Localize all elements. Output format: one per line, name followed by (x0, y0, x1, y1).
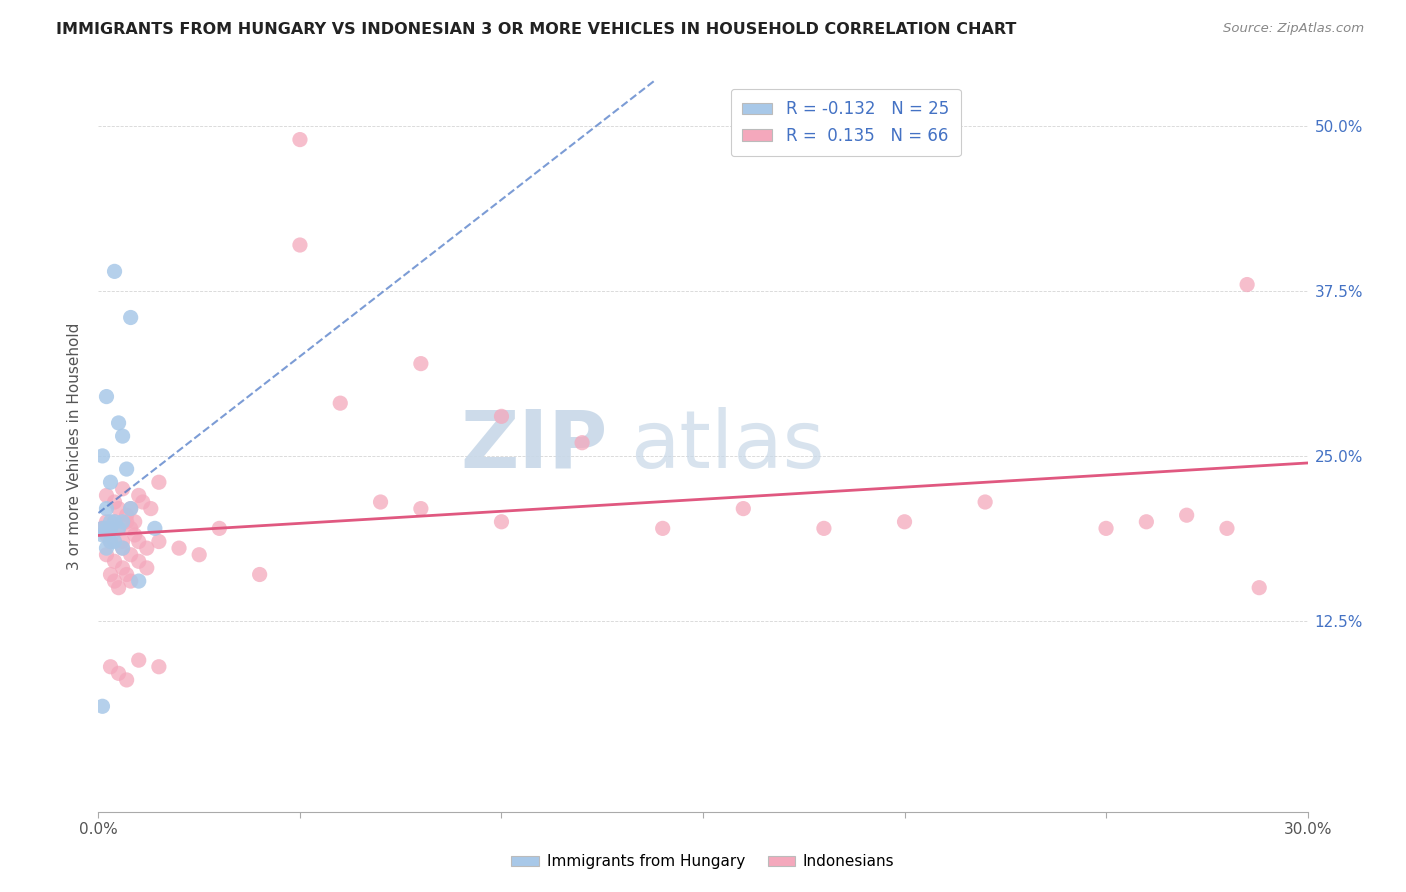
Point (100, 515, 122, 529)
Point (111, 541, 134, 556)
Point (111, 561, 134, 575)
Point (115, 462, 138, 476)
Point (103, 515, 125, 529)
Point (128, 488, 150, 502)
Point (1216, 521, 1239, 535)
Point (100, 521, 122, 535)
Text: ZIP: ZIP (460, 407, 607, 485)
Point (103, 515, 125, 529)
Point (208, 521, 231, 535)
Point (100, 521, 122, 535)
Point (167, 541, 190, 556)
Point (120, 574, 142, 588)
Point (107, 666, 129, 681)
Point (128, 534, 150, 549)
Point (103, 495, 125, 509)
Point (103, 574, 125, 588)
Point (120, 548, 142, 562)
Point (124, 515, 146, 529)
Point (100, 567, 122, 582)
Point (91, 521, 114, 535)
Point (115, 567, 138, 582)
Point (100, 534, 122, 549)
Point (115, 515, 138, 529)
Point (409, 501, 432, 516)
Point (120, 521, 142, 535)
Point (893, 515, 915, 529)
Point (128, 554, 150, 568)
Point (491, 515, 513, 529)
Point (107, 501, 129, 516)
Point (409, 357, 432, 371)
Text: IMMIGRANTS FROM HUNGARY VS INDONESIAN 3 OR MORE VEHICLES IN HOUSEHOLD CORRELATIO: IMMIGRANTS FROM HUNGARY VS INDONESIAN 3 … (56, 22, 1017, 37)
Point (974, 495, 997, 509)
Point (249, 567, 271, 582)
Point (107, 581, 129, 595)
Point (128, 574, 150, 588)
Point (103, 554, 125, 568)
Point (491, 409, 513, 424)
Point (148, 659, 170, 673)
Point (120, 310, 142, 325)
Point (91, 521, 114, 535)
Point (96, 488, 118, 502)
Point (100, 475, 122, 490)
Point (96, 515, 118, 529)
Point (111, 541, 134, 556)
Point (288, 238, 311, 252)
Point (143, 521, 166, 535)
Point (1175, 508, 1198, 523)
Point (91, 699, 114, 714)
Point (148, 534, 170, 549)
Point (111, 515, 134, 529)
Point (100, 659, 122, 673)
Point (96, 390, 118, 404)
Point (91, 449, 114, 463)
Point (651, 521, 673, 535)
Point (124, 528, 146, 542)
Text: atlas: atlas (630, 407, 824, 485)
Point (1249, 581, 1271, 595)
Point (96, 501, 118, 516)
Point (139, 501, 162, 516)
Legend: Immigrants from Hungary, Indonesians: Immigrants from Hungary, Indonesians (505, 848, 901, 875)
Point (571, 435, 593, 450)
Point (115, 673, 138, 687)
Point (128, 653, 150, 667)
Y-axis label: 3 or more Vehicles in Household: 3 or more Vehicles in Household (67, 322, 83, 570)
Point (132, 495, 155, 509)
Point (120, 501, 142, 516)
Point (96, 528, 118, 542)
Point (733, 501, 755, 516)
Point (135, 561, 157, 575)
Point (111, 429, 134, 443)
Point (91, 528, 114, 542)
Point (96, 548, 118, 562)
Point (1135, 515, 1157, 529)
Point (1236, 277, 1258, 292)
Point (100, 534, 122, 549)
Text: Source: ZipAtlas.com: Source: ZipAtlas.com (1223, 22, 1364, 36)
Point (148, 475, 170, 490)
Point (103, 264, 125, 278)
Point (96, 541, 118, 556)
Legend: R = -0.132   N = 25, R =  0.135   N = 66: R = -0.132 N = 25, R = 0.135 N = 66 (731, 88, 960, 156)
Point (96, 521, 118, 535)
Point (1095, 521, 1118, 535)
Point (111, 534, 134, 549)
Point (329, 396, 352, 410)
Point (135, 541, 157, 556)
Point (370, 495, 392, 509)
Point (120, 501, 142, 516)
Point (103, 534, 125, 549)
Point (813, 521, 835, 535)
Point (188, 548, 211, 562)
Point (288, 132, 311, 146)
Point (107, 521, 129, 535)
Point (115, 508, 138, 523)
Point (111, 482, 134, 496)
Point (107, 521, 129, 535)
Point (107, 416, 129, 430)
